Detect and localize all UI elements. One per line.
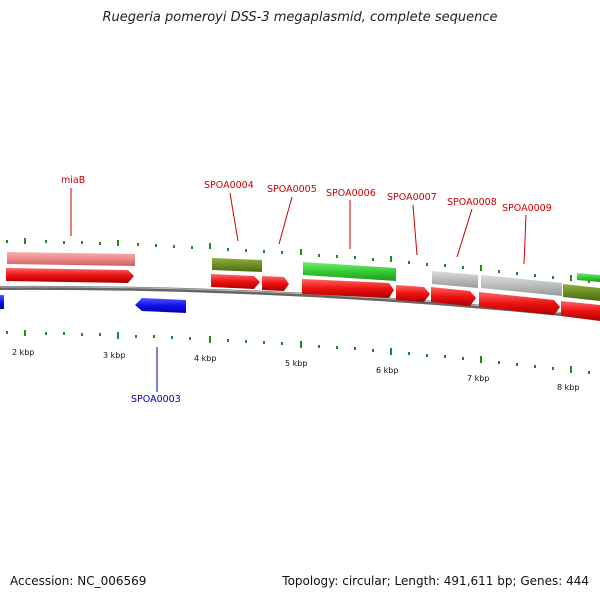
accession-text: Accession: NC_006569: [10, 574, 147, 588]
gene-label-SPOA0005: SPOA0005: [267, 184, 317, 195]
scale-labels: 2 kbp 3 kbp 4 kbp 5 kbp 6 kbp 7 kbp 8 kb…: [12, 348, 579, 392]
cog-bar-SPOA0004: [212, 258, 262, 272]
cog-bar-miaB: [7, 252, 135, 266]
cds-prev-reverse: [0, 295, 4, 309]
cog-bar-next: [563, 284, 600, 301]
cds-SPOA0004: [211, 274, 260, 289]
cog-bar-next-outer: [577, 273, 600, 282]
cog-bar-SPOA0008: [432, 271, 478, 288]
gene-label-SPOA0004: SPOA0004: [204, 180, 254, 191]
gene-label-SPOA0006: SPOA0006: [326, 188, 376, 199]
gene-label-SPOA0008: SPOA0008: [447, 197, 497, 208]
cog-bars: [7, 252, 600, 301]
cds-SPOA0003: [135, 298, 186, 313]
leader-SPOA0007: [412, 204, 418, 256]
cds-SPOA0008: [431, 287, 476, 306]
reverse-cds: [0, 295, 186, 313]
map-title: Ruegeria pomeroyi DSS-3 megaplasmid, com…: [102, 10, 498, 25]
gene-label-miaB: miaB: [61, 175, 85, 186]
cds-next: [561, 301, 600, 321]
leader-lines: [70, 188, 527, 265]
gene-label-SPOA0007: SPOA0007: [387, 192, 437, 203]
scale-label-3kbp: 3 kbp: [103, 351, 125, 360]
cds-miaB: [6, 268, 134, 283]
scale-label-5kbp: 5 kbp: [285, 359, 307, 368]
forward-cds: [6, 268, 600, 321]
scale-label-6kbp: 6 kbp: [376, 366, 398, 375]
leader-SPOA0004: [229, 192, 239, 242]
leader-SPOA0009: [523, 214, 527, 265]
cds-SPOA0009: [479, 292, 560, 315]
gene-label-SPOA0009: SPOA0009: [502, 203, 552, 214]
scale-label-8kbp: 8 kbp: [557, 383, 579, 392]
leader-SPOA0005: [278, 196, 293, 245]
outer-ticks: [6, 238, 590, 283]
cog-bar-SPOA0006: [303, 262, 396, 281]
gene-labels: miaB SPOA0004 SPOA0005 SPOA0006 SPOA0007…: [61, 175, 552, 405]
gene-label-SPOA0003: SPOA0003: [131, 394, 181, 405]
inner-ticks: [6, 330, 590, 374]
scale-label-7kbp: 7 kbp: [467, 374, 489, 383]
leader-SPOA0008: [456, 208, 473, 258]
summary-text: Topology: circular; Length: 491,611 bp; …: [282, 574, 589, 588]
cds-SPOA0006: [302, 279, 394, 298]
cds-SPOA0005: [262, 276, 289, 291]
scale-label-2kbp: 2 kbp: [12, 348, 34, 357]
cog-bar-SPOA0009: [481, 275, 562, 296]
scale-label-4kbp: 4 kbp: [194, 354, 216, 363]
cds-SPOA0007: [396, 285, 430, 302]
